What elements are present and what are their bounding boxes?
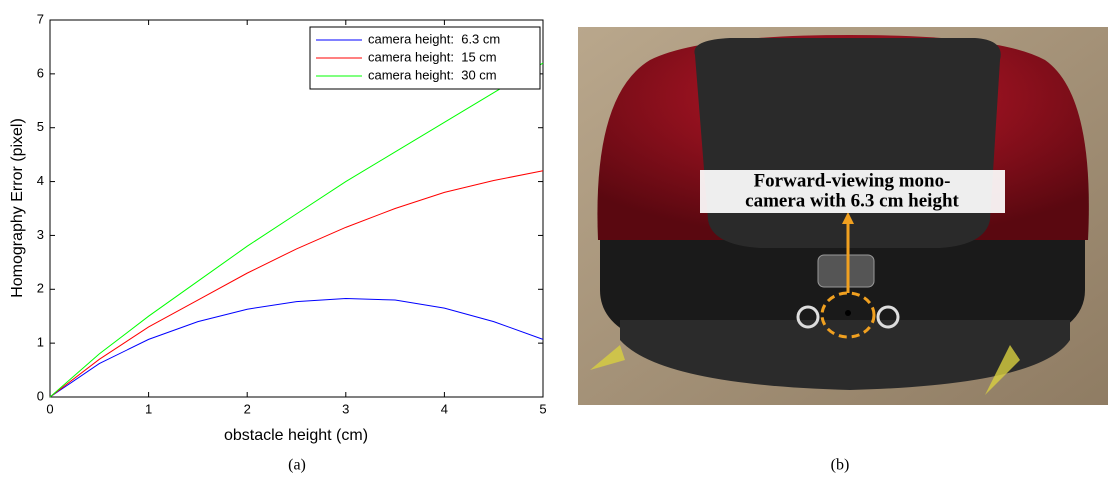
y-tick-label: 1: [37, 335, 44, 350]
x-tick-label: 1: [145, 401, 152, 416]
x-tick-label: 2: [244, 401, 251, 416]
y-tick-label: 2: [37, 281, 44, 296]
y-tick-label: 7: [37, 11, 44, 26]
x-tick-label: 5: [539, 401, 546, 416]
x-axis-label: obstacle height (cm): [224, 427, 368, 444]
x-tick-label: 4: [441, 401, 448, 416]
x-tick-label: 0: [46, 401, 53, 416]
y-tick-label: 4: [37, 173, 44, 188]
legend-label: camera height: 15 cm: [368, 49, 497, 64]
annotation-line: camera with 6.3 cm height: [745, 190, 959, 211]
legend-label: camera height: 30 cm: [368, 67, 497, 82]
x-tick-label: 3: [342, 401, 349, 416]
figure: obstacle height (cm) Homography Error (p…: [0, 0, 1119, 480]
caption: (b): [831, 457, 850, 474]
y-tick-label: 0: [37, 388, 44, 403]
caption: (a): [288, 457, 306, 474]
camera-lens: [845, 310, 851, 316]
y-tick-label: 3: [37, 227, 44, 242]
annotation-line: Forward-viewing mono-: [754, 170, 951, 191]
photo: Forward-viewing mono- camera with 6.3 cm…: [578, 27, 1108, 405]
legend-label: camera height: 6.3 cm: [368, 31, 500, 46]
y-axis-label: Homography Error (pixel): [9, 118, 26, 298]
robot-window: [818, 255, 874, 287]
y-tick-label: 5: [37, 119, 44, 134]
y-tick-label: 6: [37, 65, 44, 80]
